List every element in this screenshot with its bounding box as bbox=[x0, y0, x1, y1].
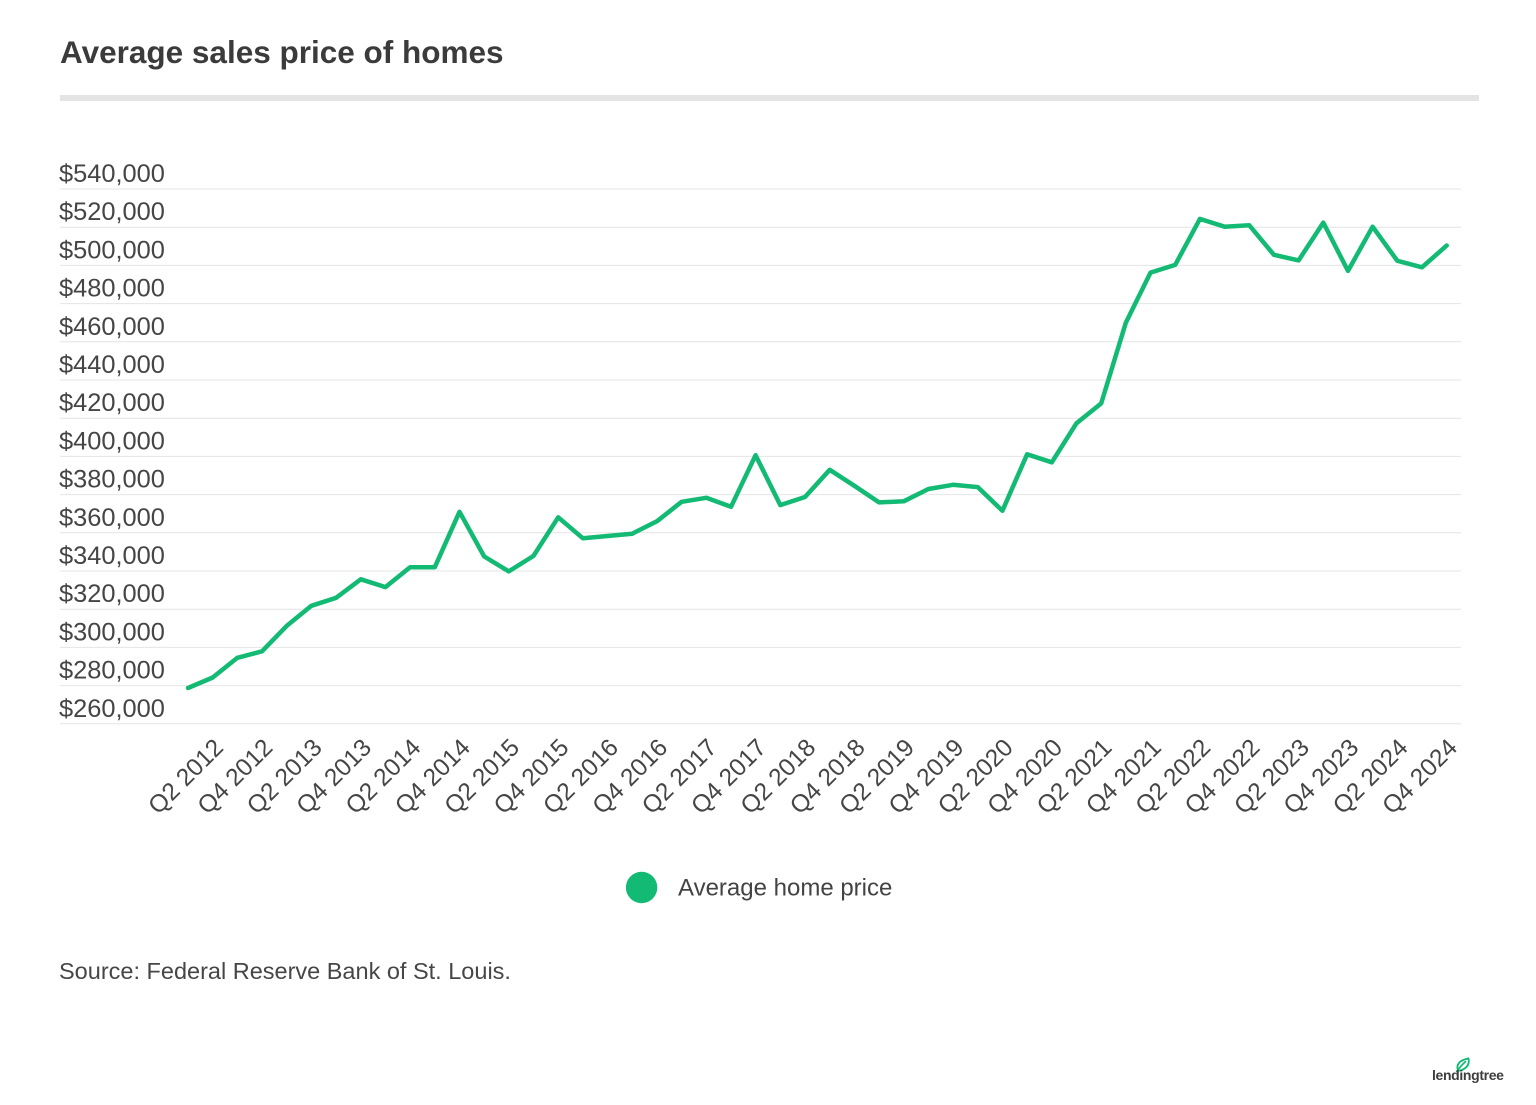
svg-text:$480,000: $480,000 bbox=[59, 275, 165, 303]
svg-text:$420,000: $420,000 bbox=[59, 389, 165, 417]
svg-text:$460,000: $460,000 bbox=[59, 313, 165, 341]
svg-text:$320,000: $320,000 bbox=[59, 580, 165, 608]
svg-text:$540,000: $540,000 bbox=[59, 160, 165, 188]
svg-text:$520,000: $520,000 bbox=[59, 198, 165, 226]
svg-text:$440,000: $440,000 bbox=[59, 351, 165, 379]
svg-text:$380,000: $380,000 bbox=[59, 466, 165, 494]
svg-text:Average home price: Average home price bbox=[678, 875, 892, 902]
svg-text:$280,000: $280,000 bbox=[59, 657, 165, 685]
svg-text:$300,000: $300,000 bbox=[59, 618, 165, 646]
svg-text:$500,000: $500,000 bbox=[59, 236, 165, 264]
svg-text:$340,000: $340,000 bbox=[59, 542, 165, 570]
svg-text:$360,000: $360,000 bbox=[59, 504, 165, 532]
svg-text:$400,000: $400,000 bbox=[59, 427, 165, 455]
svg-text:$260,000: $260,000 bbox=[59, 695, 165, 723]
